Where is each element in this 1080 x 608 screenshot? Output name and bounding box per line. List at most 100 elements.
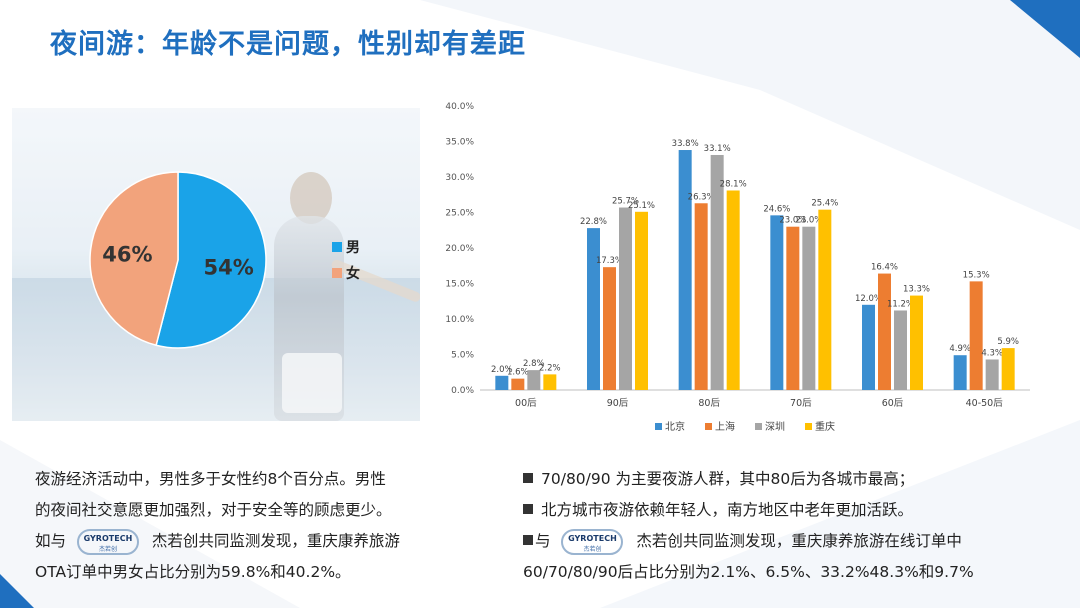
- bar-value-label: 23.0%: [779, 216, 806, 226]
- y-tick-label: 35.0%: [445, 138, 474, 148]
- bar-value-label: 25.4%: [811, 199, 838, 209]
- bar-70后-北京: [770, 215, 784, 390]
- bar-value-label: 13.3%: [903, 285, 930, 295]
- bar-value-label: 2.2%: [539, 363, 561, 373]
- bar-70后-深圳: [802, 226, 816, 390]
- bullet-square-icon: [523, 473, 533, 483]
- x-tick-label: 80后: [698, 398, 720, 409]
- legend-label-上海: 上海: [715, 420, 735, 433]
- legend-swatch-深圳: [755, 423, 762, 430]
- bar-60后-重庆: [910, 295, 923, 390]
- corner-accent-bottom-left: [0, 574, 34, 608]
- x-tick-label: 70后: [790, 398, 812, 409]
- bar-value-label: 15.3%: [963, 270, 990, 280]
- text-line-3-pre: 如与: [35, 532, 67, 550]
- y-tick-label: 25.0%: [445, 209, 474, 219]
- bullet-square-icon: [523, 535, 533, 545]
- y-tick-label: 15.0%: [445, 280, 474, 290]
- bar-value-label: 33.1%: [704, 144, 731, 154]
- pie-slice-male: [155, 171, 267, 349]
- bar-value-label: 4.9%: [949, 344, 971, 354]
- bullet-item-2: 北方城市夜游依赖年轻人，南方地区中老年更加活跃。: [523, 495, 1043, 526]
- bar-80后-深圳: [710, 154, 724, 390]
- y-tick-label: 30.0%: [445, 173, 474, 183]
- bar-value-label: 2.8%: [523, 359, 545, 369]
- bullet-item-3: 与 GYROTECH 杰若创 杰若创共同监测发现，重庆康养旅游在线订单中: [523, 526, 1043, 557]
- pie-label-male: 54%: [204, 255, 254, 279]
- age-bar-chart: 0.0% 5.0% 10.0% 15.0% 20.0% 25.0% 30.0% 35.0% 40…: [445, 102, 1030, 433]
- gender-insight-text: 夜游经济活动中，男性多于女性约8个百分点。男性 的夜间社交意愿更加强烈，对于安全…: [35, 464, 455, 588]
- x-tick-label: 00后: [515, 398, 537, 409]
- text-line-3-post: 杰若创共同监测发现，重庆康养旅游: [151, 532, 400, 550]
- bar-40-50后-上海: [969, 281, 983, 390]
- legend-label-female: 女: [346, 266, 360, 282]
- text-line-3: 如与 GYROTECH 杰若创 杰若创共同监测发现，重庆康养旅游: [35, 526, 455, 557]
- bar-00后-深圳: [527, 370, 541, 390]
- bar-40-50后-深圳: [985, 359, 999, 390]
- x-tick-label: 90后: [607, 398, 629, 409]
- x-tick-label: 40-50后: [966, 398, 1004, 409]
- y-tick-label: 20.0%: [445, 244, 474, 254]
- y-tick-label: 40.0%: [445, 102, 474, 112]
- bar-value-label: 17.3%: [596, 256, 623, 266]
- y-tick-label: 10.0%: [445, 315, 474, 325]
- bar-value-label: 4.3%: [981, 348, 1003, 358]
- bar-value-label: 5.9%: [997, 337, 1019, 347]
- bar-40-50后-重庆: [1001, 348, 1015, 390]
- gender-pie-chart: 54% 46%: [89, 171, 267, 349]
- legend-label-male: 男: [346, 240, 360, 256]
- bar-00后-上海: [511, 378, 525, 390]
- bar-value-label: 22.8%: [580, 217, 607, 227]
- legend-label-重庆: 重庆: [815, 420, 835, 433]
- pie-slice-female: [89, 171, 179, 347]
- bar-value-label: 33.8%: [672, 139, 699, 149]
- legend-swatch-上海: [705, 423, 712, 430]
- legend-swatch-重庆: [805, 423, 812, 430]
- x-tick-label: 60后: [882, 398, 904, 409]
- bar-value-label: 1.6%: [507, 368, 529, 378]
- bar-80后-北京: [678, 150, 692, 390]
- legend-swatch-北京: [655, 423, 662, 430]
- bar-80后-重庆: [726, 190, 740, 390]
- bar-value-label: 25.1%: [628, 201, 655, 211]
- bar-value-label: 2.0%: [491, 365, 513, 375]
- text-line-1: 夜游经济活动中，男性多于女性约8个百分点。男性: [35, 470, 386, 488]
- legend-swatch-male: [332, 242, 342, 252]
- legend-label-深圳: 深圳: [765, 421, 785, 433]
- legend-item-male: 男: [332, 234, 360, 260]
- y-tick-label: 5.0%: [451, 351, 474, 361]
- legend-label-北京: 北京: [665, 420, 685, 433]
- bar-value-label: 24.6%: [763, 204, 790, 214]
- bar-70后-重庆: [818, 209, 832, 390]
- page-title: 夜间游：年龄不是问题，性别却有差距: [50, 29, 526, 60]
- bar-90后-深圳: [619, 207, 632, 390]
- bar-value-label: 26.3%: [688, 192, 715, 202]
- age-insight-text: 70/80/90 为主要夜游人群，其中80后为各城市最高； 北方城市夜游依赖年轻…: [523, 464, 1043, 588]
- text-line-2: 的夜间社交意愿更加强烈，对于安全等的顾虑更少。: [35, 501, 392, 519]
- gyrotech-logo: GYROTECH 杰若创: [76, 528, 139, 555]
- bullet-square-icon: [523, 504, 533, 514]
- pie-legend: 男 女: [332, 234, 360, 286]
- bullet-item-1: 70/80/90 为主要夜游人群，其中80后为各城市最高；: [523, 464, 1043, 495]
- corner-accent-top-right: [1010, 0, 1080, 58]
- bar-90后-重庆: [635, 211, 648, 390]
- bar-80后-上海: [694, 203, 708, 390]
- bar-90后-上海: [603, 267, 616, 390]
- legend-item-female: 女: [332, 260, 360, 286]
- text-line-age-shares: 60/70/80/90后占比分别为2.1%、6.5%、33.2%48.3%和9.…: [523, 563, 974, 581]
- bar-value-label: 11.2%: [887, 299, 914, 309]
- bar-value-label: 25.7%: [612, 197, 639, 207]
- pie-label-female: 46%: [102, 243, 152, 267]
- bar-value-label: 23.0%: [795, 216, 822, 226]
- bar-value-label: 12.0%: [855, 294, 882, 304]
- bar-70后-上海: [786, 226, 800, 390]
- legend-swatch-female: [332, 268, 342, 278]
- bar-60后-深圳: [894, 310, 907, 390]
- bar-40-50后-北京: [953, 355, 967, 390]
- bar-60后-北京: [862, 304, 875, 390]
- gyrotech-logo: GYROTECH 杰若创: [561, 528, 624, 555]
- bar-60后-上海: [878, 273, 891, 390]
- bar-90后-北京: [587, 228, 600, 390]
- y-tick-label: 0.0%: [451, 386, 474, 396]
